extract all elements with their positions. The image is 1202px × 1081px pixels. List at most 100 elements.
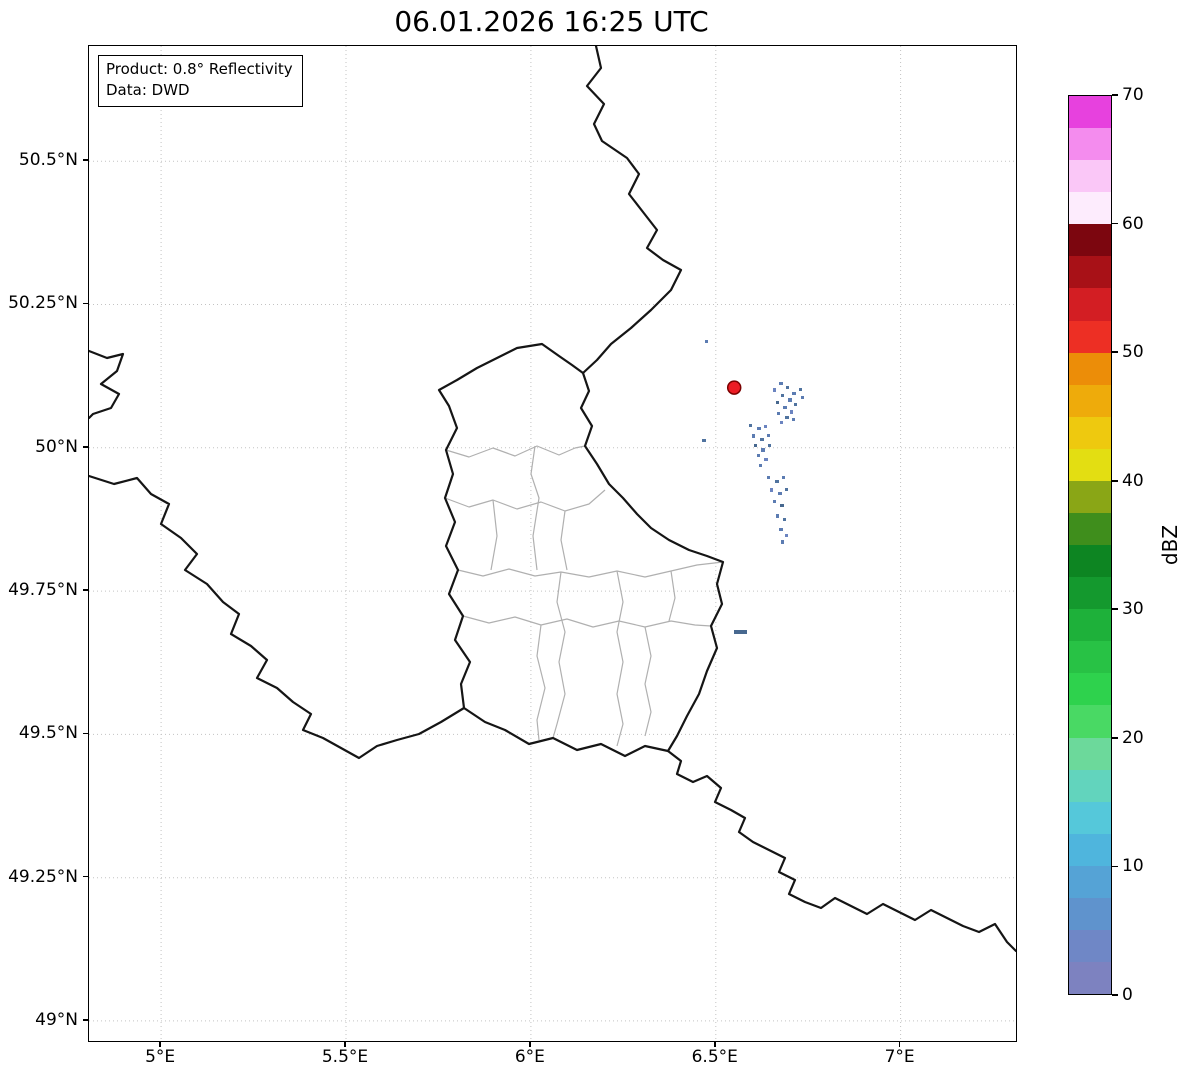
radar-echo bbox=[783, 518, 786, 521]
radar-echo bbox=[705, 340, 708, 343]
radar-echo bbox=[799, 388, 802, 391]
colorbar-segment bbox=[1069, 545, 1111, 578]
radar-echo bbox=[781, 394, 784, 397]
radar-echo bbox=[801, 396, 804, 399]
radar-echo bbox=[767, 434, 770, 437]
radar-echo bbox=[780, 421, 783, 424]
canton-border bbox=[462, 615, 712, 628]
colorbar-segment bbox=[1069, 513, 1111, 546]
colorbar-tick-label: 70 bbox=[1122, 85, 1144, 105]
colorbar-tick-label: 10 bbox=[1122, 856, 1144, 877]
map-plot-area: Product: 0.8° Reflectivity Data: DWD bbox=[88, 45, 1017, 1042]
colorbar-segment bbox=[1069, 96, 1111, 129]
radar-echo bbox=[786, 386, 789, 389]
radar-echo bbox=[781, 540, 784, 544]
lat-tick-label: 49.5°N bbox=[18, 723, 78, 744]
colorbar-segment bbox=[1069, 256, 1111, 289]
canton-border bbox=[536, 624, 546, 741]
radar-echo bbox=[780, 504, 784, 507]
data-source: Data: DWD bbox=[106, 81, 190, 99]
radar-echo bbox=[768, 444, 771, 447]
colorbar-segment bbox=[1069, 833, 1111, 866]
radar-echo bbox=[757, 454, 760, 457]
canton-border bbox=[457, 561, 724, 578]
colorbar-segment bbox=[1069, 480, 1111, 514]
canton-border bbox=[616, 570, 624, 747]
radar-echo bbox=[764, 458, 768, 461]
colorbar-tick-mark bbox=[1112, 608, 1118, 611]
colorbar-segment bbox=[1069, 930, 1111, 963]
colorbar-tick-mark bbox=[1112, 994, 1118, 996]
map-canvas bbox=[89, 46, 1016, 1041]
lat-tick-mark bbox=[83, 1019, 88, 1021]
colorbar-tick-mark bbox=[1112, 351, 1118, 353]
colorbar-tick-mark bbox=[1112, 222, 1118, 225]
radar-echo bbox=[757, 427, 761, 430]
colorbar-segment bbox=[1069, 609, 1111, 642]
colorbar-segment bbox=[1069, 320, 1111, 353]
colorbar-segment bbox=[1069, 416, 1111, 449]
radar-echo bbox=[767, 476, 770, 479]
colorbar-segment bbox=[1069, 865, 1111, 898]
lon-tick-label: 5°E bbox=[145, 1047, 176, 1067]
radar-echo bbox=[770, 488, 773, 492]
colorbar-segment bbox=[1069, 962, 1111, 995]
lon-tick-label: 6.5°E bbox=[691, 1047, 738, 1067]
radar-echo bbox=[776, 514, 779, 518]
canton-border bbox=[668, 570, 676, 622]
colorbar-segment bbox=[1069, 448, 1111, 481]
colorbar-tick-mark bbox=[1112, 479, 1118, 482]
radar-echo bbox=[790, 410, 793, 414]
lat-tick-label: 50°N bbox=[35, 436, 78, 457]
colorbar-tick-label: 40 bbox=[1122, 470, 1144, 491]
product-name: Product: 0.8° Reflectivity bbox=[106, 60, 293, 78]
colorbar-tick-label: 50 bbox=[1122, 342, 1144, 363]
radar-echo bbox=[785, 488, 788, 491]
product-info-box: Product: 0.8° Reflectivity Data: DWD bbox=[98, 55, 303, 107]
lat-tick-label: 50.5°N bbox=[18, 150, 78, 171]
lon-tick-mark bbox=[344, 1041, 346, 1047]
border-france-germany bbox=[666, 749, 1016, 953]
lat-tick-label: 49.75°N bbox=[8, 580, 78, 601]
lat-tick-mark bbox=[83, 445, 88, 448]
colorbar-segment bbox=[1069, 897, 1111, 931]
radar-echo bbox=[794, 403, 797, 406]
lon-tick-label: 7°E bbox=[884, 1047, 915, 1067]
lon-tick-label: 5.5°E bbox=[321, 1047, 369, 1067]
colorbar-segment bbox=[1069, 577, 1111, 610]
radar-echo bbox=[776, 401, 779, 404]
border-france-givet-salient bbox=[89, 349, 125, 420]
canton-border bbox=[445, 445, 586, 458]
radar-echo bbox=[759, 464, 762, 467]
colorbar-segment bbox=[1069, 352, 1111, 385]
colorbar-segment bbox=[1069, 801, 1111, 834]
colorbar-segment bbox=[1069, 705, 1111, 738]
colorbar-segment bbox=[1069, 737, 1111, 770]
lat-tick-label: 49.25°N bbox=[8, 866, 78, 887]
radar-echo bbox=[749, 424, 752, 427]
radar-echo bbox=[760, 438, 764, 441]
colorbar-tick-mark bbox=[1112, 737, 1118, 739]
radar-echo bbox=[761, 448, 765, 452]
colorbar-tick-mark bbox=[1112, 94, 1118, 96]
colorbar-segment bbox=[1069, 641, 1111, 674]
radar-echo bbox=[777, 412, 780, 415]
colorbar-tick-mark bbox=[1112, 865, 1118, 868]
border-france-belgium bbox=[89, 474, 466, 760]
radar-site-marker bbox=[726, 380, 742, 395]
radar-echo bbox=[792, 418, 795, 421]
radar-echo bbox=[775, 480, 779, 483]
radar-echo bbox=[779, 382, 783, 385]
colorbar-tick-label: 0 bbox=[1122, 985, 1133, 1005]
colorbar-segment bbox=[1069, 160, 1111, 193]
canton-border bbox=[490, 499, 498, 571]
border-belgium-germany bbox=[581, 46, 683, 375]
colorbar-segment bbox=[1069, 673, 1111, 706]
canton-border bbox=[552, 571, 566, 739]
lat-tick-label: 50.25°N bbox=[8, 293, 78, 314]
radar-echo bbox=[785, 534, 788, 537]
